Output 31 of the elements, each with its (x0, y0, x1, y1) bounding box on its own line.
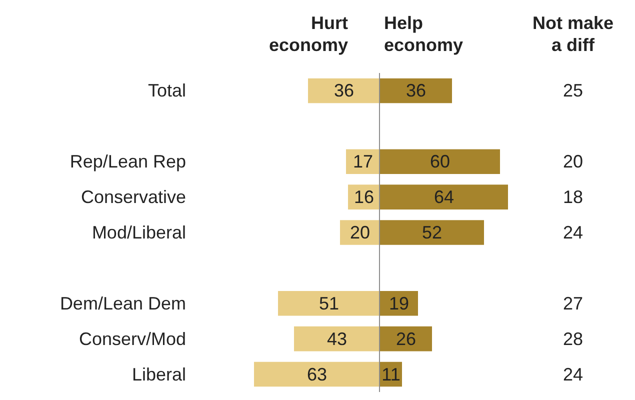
data-label: 36 (406, 80, 426, 101)
text: 24 (562, 364, 584, 384)
y-tick-label: Rep/Lean Rep (70, 152, 186, 172)
y-tick-label: Mod/Liberal (92, 222, 186, 242)
data-label: 52 (422, 222, 442, 242)
text: 24 (562, 222, 584, 242)
data-label: 16 (354, 187, 374, 208)
data-label: 17 (352, 152, 374, 172)
chart-title: Hurt economy (268, 13, 348, 55)
data-label: 26 (396, 328, 416, 349)
text: 25 (562, 80, 584, 101)
data-label: 64 (434, 187, 454, 208)
y-tick-label: Total (148, 80, 186, 101)
y-tick-label: Conservative (80, 187, 186, 208)
data-label: 20 (350, 222, 370, 242)
data-label: 43 (326, 328, 348, 349)
data-label: 60 (430, 152, 450, 172)
text: Not make a diff (532, 13, 614, 55)
data-label: 11 (382, 364, 400, 384)
text: 27 (562, 293, 584, 314)
text: 20 (562, 152, 584, 172)
data-label: 63 (306, 364, 328, 384)
data-label: 36 (334, 80, 354, 101)
data-label: 51 (318, 293, 340, 314)
text: 18 (562, 187, 584, 208)
chart-title: Help economy (384, 13, 464, 55)
data-label: 19 (388, 293, 410, 314)
y-tick-label: Liberal (132, 364, 186, 384)
text: 28 (562, 328, 584, 349)
y-tick-label: Dem/Lean Dem (60, 293, 186, 314)
y-tick-label: Conserv/Mod (78, 328, 186, 349)
